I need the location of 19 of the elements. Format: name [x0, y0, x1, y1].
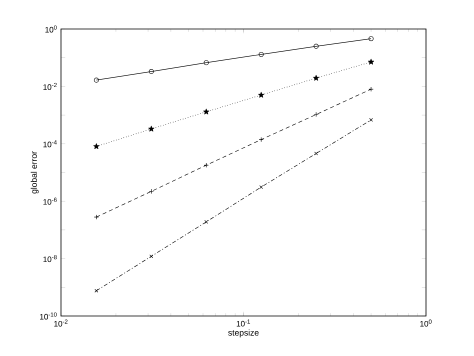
point	[258, 92, 264, 98]
point	[368, 86, 374, 92]
point	[314, 44, 319, 49]
point	[258, 52, 264, 57]
point	[259, 185, 264, 189]
point	[314, 152, 318, 156]
point	[203, 108, 210, 114]
point	[368, 58, 374, 65]
point	[204, 60, 209, 66]
point	[148, 126, 154, 132]
point	[314, 112, 319, 117]
point	[313, 74, 320, 81]
point	[94, 288, 98, 293]
y-axis-title: global error	[30, 151, 39, 194]
point	[94, 214, 99, 220]
point	[148, 69, 154, 74]
x-axis-title: stepsize	[228, 329, 259, 338]
point	[93, 143, 100, 150]
point	[204, 220, 208, 224]
